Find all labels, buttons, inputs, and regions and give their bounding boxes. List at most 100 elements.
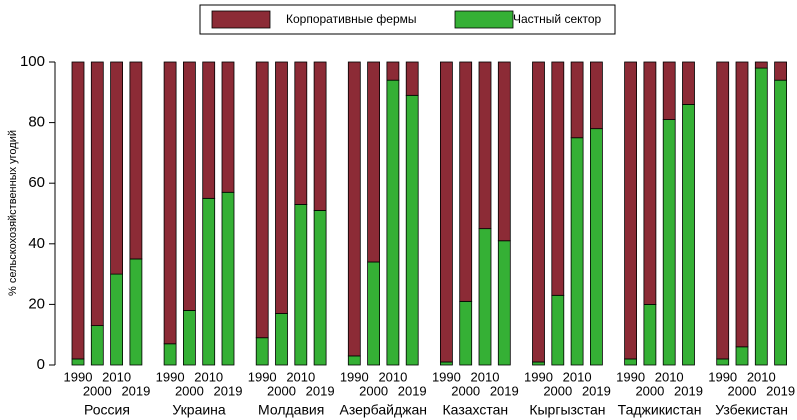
y-tick-label: 40 [28, 235, 45, 252]
bar-segment [735, 346, 749, 366]
x-tick-label: 2019 [766, 383, 795, 398]
x-tick-label: 1990 [340, 369, 369, 384]
group-label: Кыргызстан [529, 402, 605, 418]
bar-segment [255, 61, 269, 339]
bar-segment [643, 61, 657, 305]
x-tick-label: 2019 [490, 383, 519, 398]
bar-segment [71, 358, 85, 366]
bar-segment [570, 137, 584, 366]
bar-segment [221, 61, 235, 193]
bar-segment [735, 61, 749, 348]
y-tick-label: 100 [20, 53, 45, 70]
bar-segment [497, 240, 511, 366]
bar-segment [90, 61, 104, 327]
y-tick-label: 80 [28, 114, 45, 131]
bar-segment [313, 61, 327, 211]
x-tick-label: 2000 [451, 383, 480, 398]
x-tick-label: 2019 [214, 383, 243, 398]
bar-segment [386, 79, 400, 366]
bar-segment [551, 294, 565, 366]
y-tick-label: 20 [28, 295, 45, 312]
bar-segment [202, 61, 216, 199]
x-tick-label: 2010 [563, 369, 592, 384]
bar-segment [497, 61, 511, 242]
bar-segment [662, 61, 676, 120]
bar-segment [682, 61, 695, 105]
bar-segment [71, 61, 85, 360]
x-tick-label: 2000 [635, 383, 664, 398]
x-tick-label: 2000 [175, 383, 204, 398]
bar-segment [294, 61, 308, 205]
bar-segment [570, 61, 584, 139]
x-tick-label: 2000 [543, 383, 572, 398]
bar-segment [182, 61, 196, 311]
x-tick-label: 1990 [432, 369, 461, 384]
bar-segment [716, 61, 730, 360]
bar-segment [405, 61, 419, 96]
x-tick-label: 1990 [524, 369, 553, 384]
bar-segment [313, 210, 327, 366]
x-tick-label: 2010 [194, 369, 223, 384]
x-tick-label: 1990 [708, 369, 737, 384]
group-label: Молдавия [258, 402, 324, 418]
bar-segment [439, 361, 453, 366]
legend-label: Частный сектор [513, 12, 602, 26]
x-tick-label: 1990 [616, 369, 645, 384]
bar-segment [110, 273, 123, 366]
bar-segment [774, 61, 787, 81]
bar-segment [347, 61, 361, 357]
bar-segment [347, 355, 361, 366]
x-tick-label: 2000 [728, 383, 757, 398]
bar-segment [774, 79, 787, 366]
x-tick-label: 2010 [747, 369, 776, 384]
bar-segment [532, 361, 545, 366]
bar-segment [754, 67, 768, 366]
y-tick-label: 0 [37, 356, 45, 373]
x-tick-label: 2010 [102, 369, 131, 384]
bar-segment [110, 61, 123, 275]
x-tick-label: 1990 [248, 369, 277, 384]
x-tick-label: 2000 [359, 383, 388, 398]
legend-swatch [454, 10, 514, 29]
x-tick-label: 2010 [471, 369, 500, 384]
group-label: Украина [172, 402, 226, 418]
legend-swatch [211, 10, 271, 29]
bar-segment [459, 300, 473, 366]
bar-segment [202, 197, 216, 366]
bar-segment [221, 191, 235, 366]
bar-segment [275, 313, 288, 366]
group-label: Узбекистан [715, 402, 788, 418]
bar-segment [624, 358, 637, 366]
bar-segment [478, 61, 492, 230]
bar-segment [590, 128, 603, 366]
bar-segment [129, 61, 143, 260]
bar-segment [590, 61, 603, 130]
bar-segment [624, 61, 637, 360]
bar-segment [275, 61, 288, 314]
bar-segment [294, 204, 308, 366]
y-tick-label: 60 [28, 174, 45, 191]
bar-segment [182, 310, 196, 366]
group-label: Таджикистан [618, 402, 702, 418]
bar-segment [405, 94, 419, 366]
bar-segment [439, 61, 453, 363]
bar-segment [367, 61, 381, 263]
bar-segment [551, 61, 565, 296]
bar-segment [386, 61, 400, 81]
bar-segment [163, 343, 177, 366]
x-tick-label: 2010 [378, 369, 407, 384]
bar-segment [90, 325, 104, 366]
bar-segment [367, 261, 381, 366]
bar-segment [163, 61, 177, 345]
bar-segment [459, 61, 473, 302]
bar-segment [662, 119, 676, 366]
bar-segment [532, 61, 545, 363]
x-tick-label: 2000 [83, 383, 112, 398]
group-label: Казахстан [443, 402, 509, 418]
x-tick-label: 2019 [582, 383, 611, 398]
x-tick-label: 2010 [286, 369, 315, 384]
x-tick-label: 2019 [306, 383, 335, 398]
x-tick-label: 1990 [64, 369, 93, 384]
bar-segment [754, 61, 768, 69]
